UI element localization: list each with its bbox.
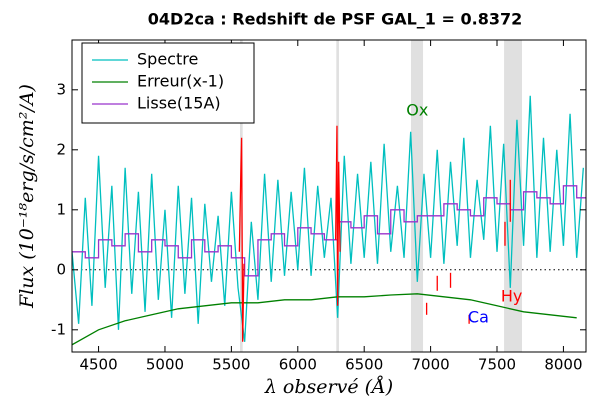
y-tick-label: 3 xyxy=(56,80,66,98)
y-tick-label: 0 xyxy=(56,260,66,278)
legend-label: Erreur(x-1) xyxy=(137,72,224,91)
band xyxy=(504,40,522,352)
y-tick-label: -1 xyxy=(51,320,66,338)
series-line xyxy=(72,185,586,277)
series-line xyxy=(72,95,584,342)
legend-label: Lisse(15A) xyxy=(137,94,221,113)
chart-title: 04D2ca : Redshift de PSF GAL_1 = 0.8372 xyxy=(148,10,522,29)
band xyxy=(410,40,424,352)
x-tick-label: 7500 xyxy=(478,356,516,374)
series-line xyxy=(72,293,577,346)
annotation: Ox xyxy=(406,100,428,119)
y-tick-label: 1 xyxy=(56,200,66,218)
x-tick-label: 4500 xyxy=(79,356,117,374)
x-tick-label: 5000 xyxy=(146,356,184,374)
plot-frame xyxy=(71,39,587,353)
annotation: Hy xyxy=(501,286,523,305)
series-line xyxy=(334,125,341,306)
x-axis-label: λ observé (Å) xyxy=(264,376,393,398)
x-tick-label: 8000 xyxy=(544,356,582,374)
y-axis-label: Flux (10⁻¹⁸erg/s/cm²/A) xyxy=(16,84,38,309)
x-tick-label: 6500 xyxy=(345,356,383,374)
annotation: Ca xyxy=(468,307,489,326)
plot-area xyxy=(72,40,586,352)
legend-box xyxy=(81,42,255,124)
x-tick-label: 6000 xyxy=(279,356,317,374)
x-tick-label: 5500 xyxy=(212,356,250,374)
legend-label: Spectre xyxy=(137,50,198,69)
series-line xyxy=(238,137,245,342)
y-tick-label: 2 xyxy=(56,140,66,158)
x-tick-label: 7000 xyxy=(412,356,450,374)
